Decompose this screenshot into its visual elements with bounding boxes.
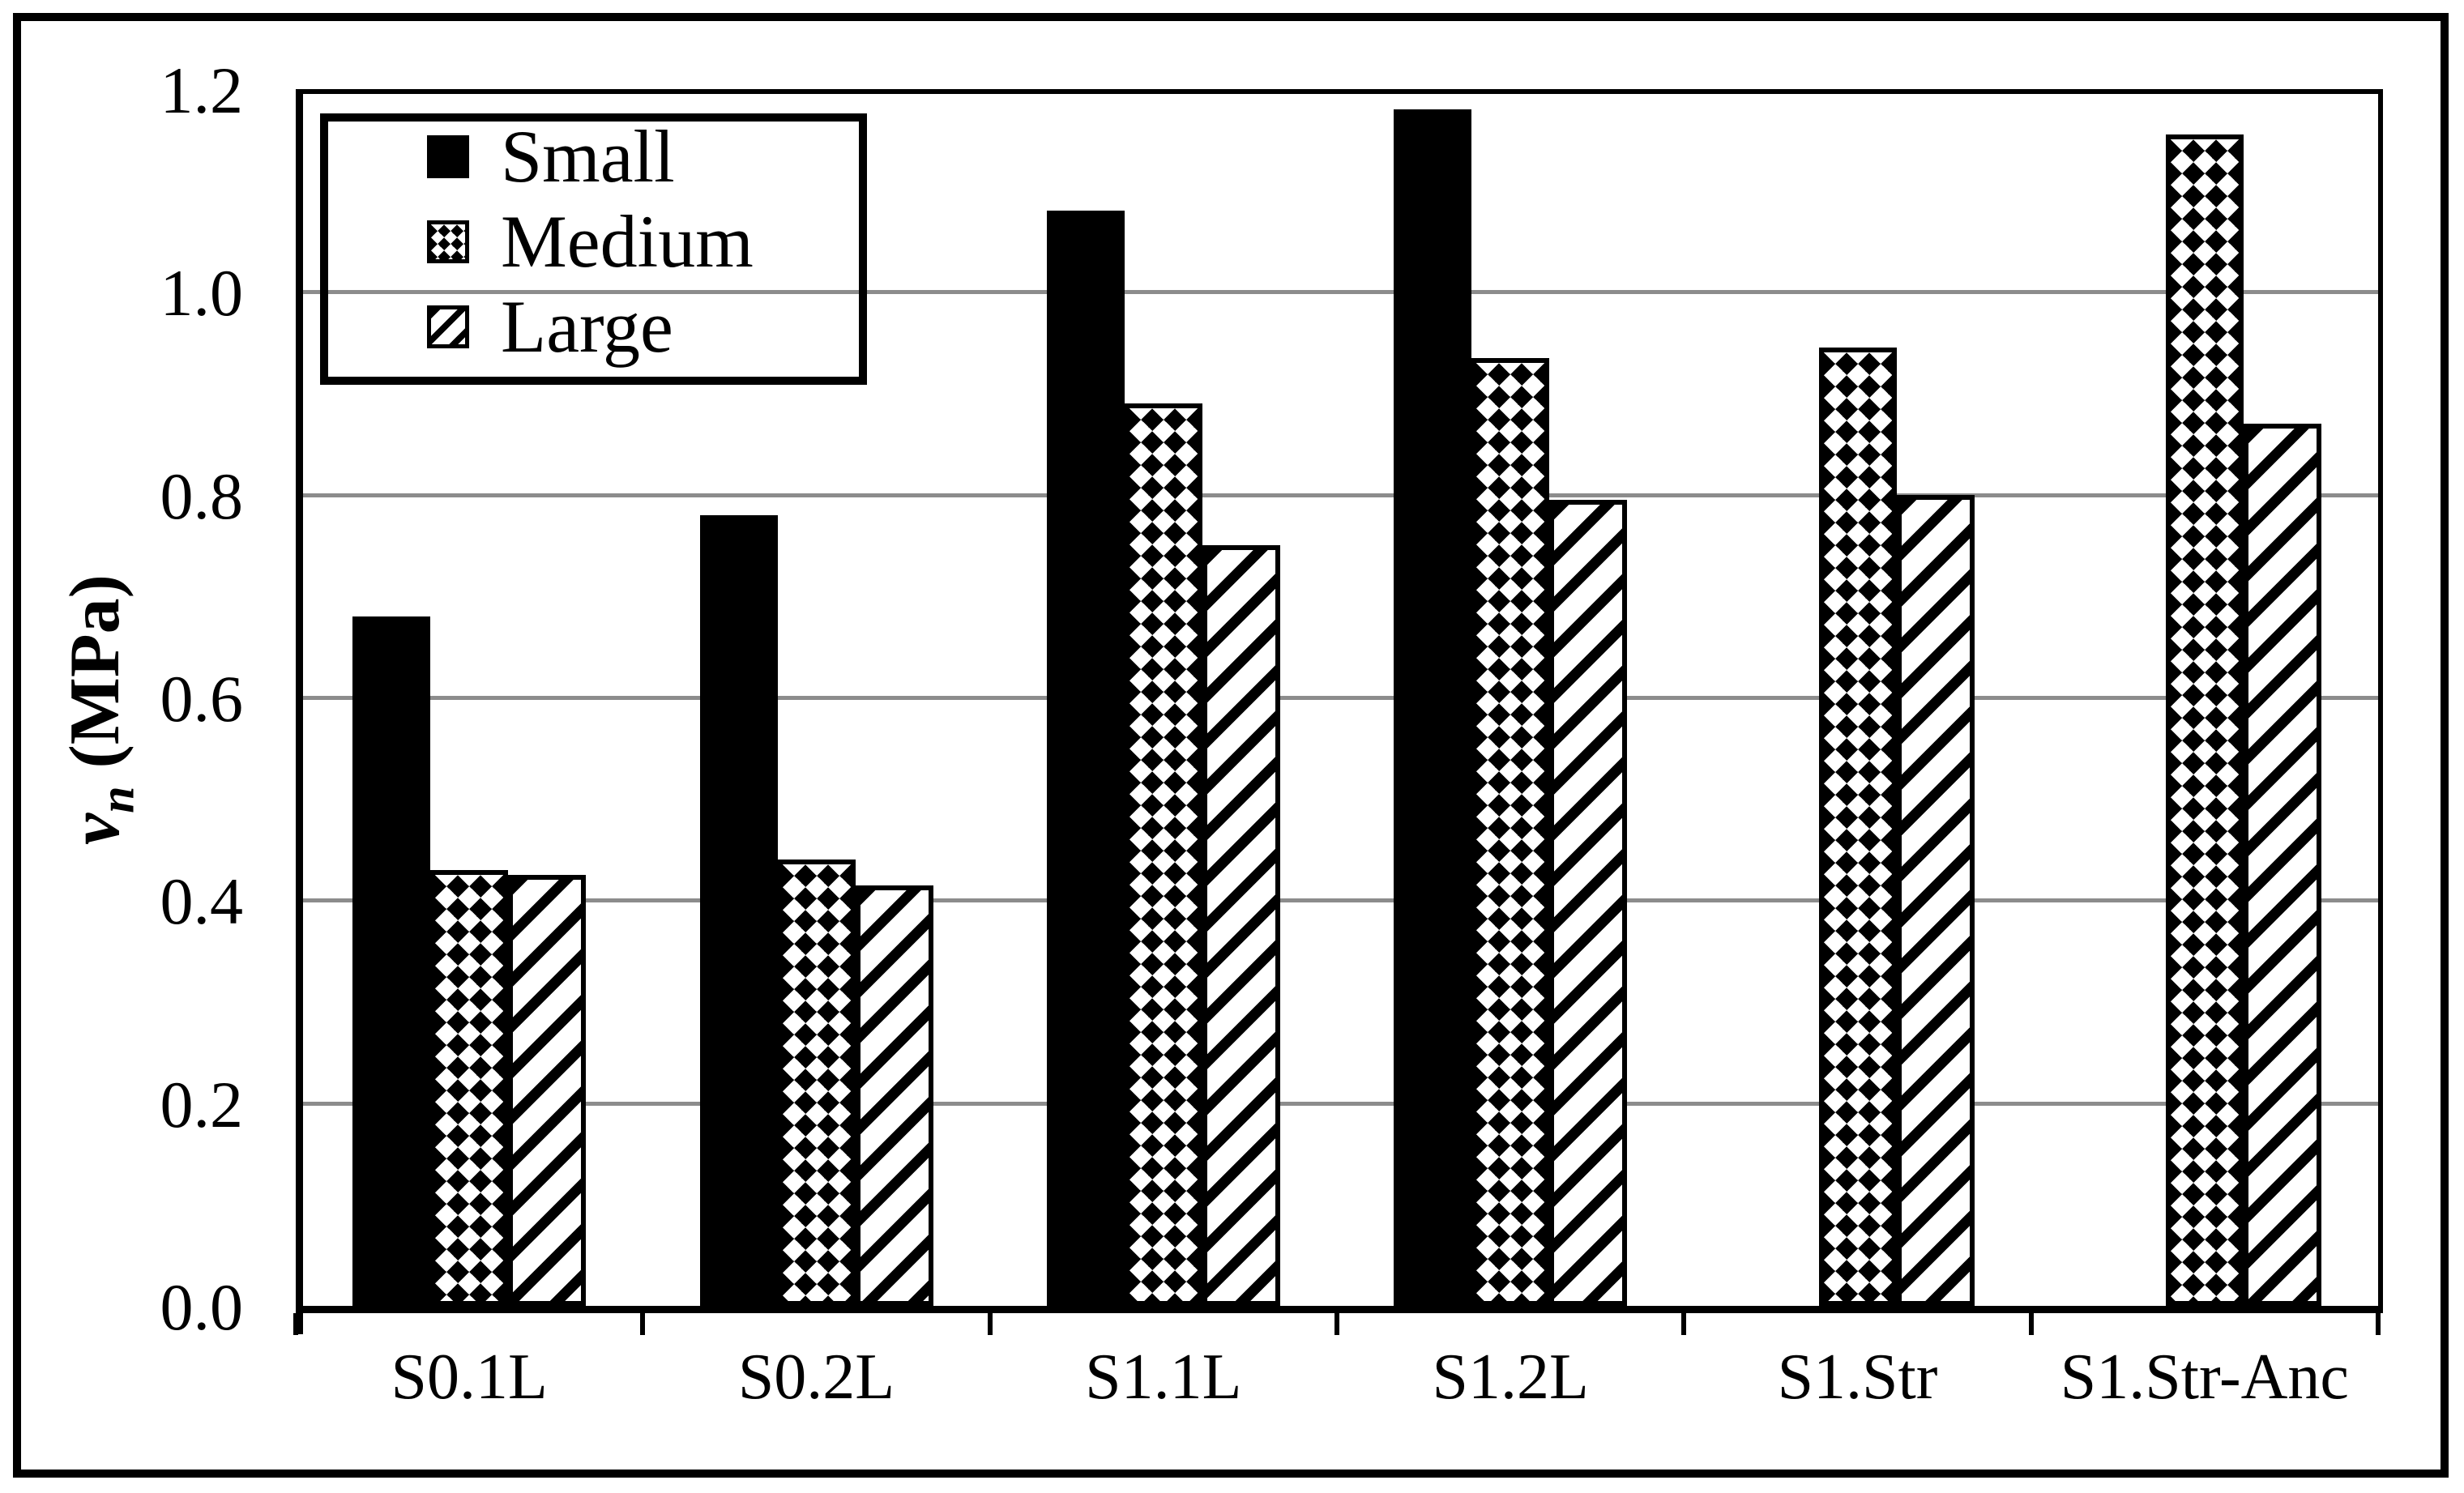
bar-large-S1.1L [1202, 545, 1280, 1306]
x-tick-label-S1.1L: S1.1L [1085, 1342, 1242, 1413]
legend-box [320, 113, 867, 385]
y-tick-label-0.8: 0.8 [160, 459, 244, 533]
y-axis-subscript: n [90, 786, 144, 813]
bar-large-S1.Str-Anc [2243, 424, 2321, 1306]
x-axis-tick-3 [1334, 1313, 1339, 1335]
x-axis-tick-2 [987, 1313, 993, 1335]
bar-medium-S0.2L [777, 860, 856, 1306]
figure-border [13, 13, 2449, 1478]
gridline-1.0 [303, 290, 2378, 295]
x-axis-tick-1 [640, 1313, 646, 1335]
bar-large-S1.Str [1896, 494, 1975, 1306]
x-tick-label-S1.Str: S1.Str [1777, 1342, 1938, 1413]
gridline-0.4 [303, 898, 2378, 903]
legend-swatch-large-icon [427, 305, 469, 348]
bar-medium-S0.1L [430, 869, 509, 1306]
y-tick-label-1.2: 1.2 [160, 53, 244, 127]
legend-label-small: Small [501, 115, 675, 198]
legend-swatch-small-icon [427, 135, 469, 178]
plot-frame-top [296, 89, 2383, 94]
y-tick-label-0.0: 0.0 [160, 1270, 244, 1344]
bar-large-S1.2L [1549, 499, 1628, 1306]
bar-large-S0.2L [855, 885, 933, 1306]
legend-label-large: Large [501, 285, 673, 368]
bar-medium-S1.Str [1818, 348, 1897, 1306]
x-tick-label-S0.1L: S0.1L [391, 1342, 548, 1413]
x-axis-tick-4 [1681, 1313, 1687, 1335]
x-axis-tick-5 [2028, 1313, 2034, 1335]
x-axis-line [296, 1306, 2383, 1313]
gridline-0.2 [303, 1101, 2378, 1106]
y-axis-symbol: v [56, 813, 135, 845]
plot-frame-right [2378, 89, 2383, 1310]
bar-small-S1.1L [1046, 211, 1125, 1306]
bar-medium-S1.Str-Anc [2165, 134, 2244, 1306]
y-tick-label-0.4: 0.4 [160, 864, 244, 939]
gridline-0.6 [303, 696, 2378, 700]
x-tick-label-S1.2L: S1.2L [1432, 1342, 1589, 1413]
bar-small-S1.2L [1394, 109, 1472, 1306]
gridline-0.8 [303, 493, 2378, 497]
bar-small-S0.2L [699, 514, 778, 1306]
y-axis-line [296, 89, 303, 1334]
bar-medium-S1.2L [1471, 357, 1550, 1306]
bar-large-S0.1L [508, 875, 587, 1306]
bar-small-S0.1L [352, 616, 431, 1306]
x-tick-label-S1.Str-Anc: S1.Str-Anc [2060, 1342, 2349, 1413]
legend-label-medium: Medium [501, 200, 754, 283]
x-tick-label-S0.2L: S0.2L [737, 1342, 895, 1413]
y-tick-label-1.0: 1.0 [160, 256, 244, 331]
bar-medium-S1.1L [1124, 403, 1202, 1306]
y-tick-label-0.2: 0.2 [160, 1067, 244, 1141]
y-tick-label-0.6: 0.6 [160, 662, 244, 736]
x-axis-tick-6 [2376, 1313, 2381, 1335]
legend-swatch-medium-icon [427, 220, 469, 263]
